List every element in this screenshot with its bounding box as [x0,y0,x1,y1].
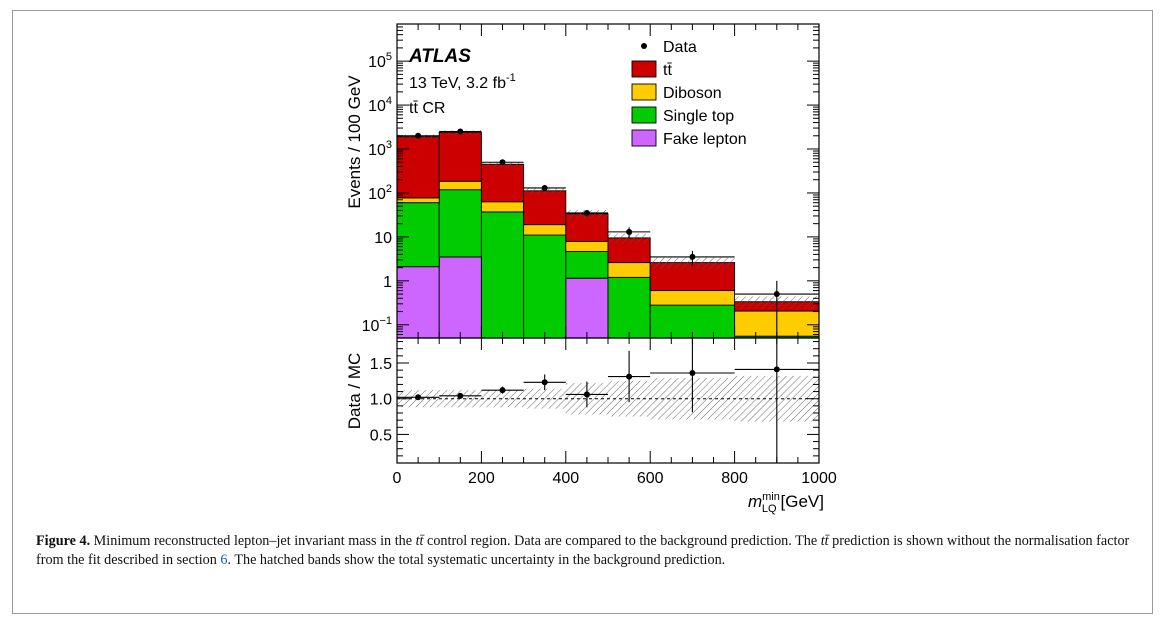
ratio-point [626,373,633,380]
ratio-axes: 0.5 1.0 1.5 0 200 400 600 800 1000 [370,337,837,487]
ratio-y-tick-label: 1.5 [370,356,392,373]
stack-bar [607,276,651,339]
stack-bar [565,251,609,279]
y-tick-label: 1 [383,274,392,291]
x-tick-label: 800 [721,470,748,487]
data-point [541,184,548,191]
ratio-point [415,394,422,401]
data-point [626,228,633,235]
y-tick-label: 105 [368,51,392,71]
ratio-syst-band-bin [481,390,524,408]
stack-bar [649,290,736,306]
figure-caption: Figure 4. Minimum reconstructed lepton–j… [36,532,1136,570]
stack-bar [438,189,482,258]
stack-bar [396,136,440,199]
legend-label: Fake lepton [663,131,747,148]
figure-frame [12,10,1153,614]
caption-label: Figure 4. [36,533,91,549]
legend-swatch [631,60,657,78]
stack-bar [396,266,440,339]
ratio-ylabel: Data / MC [345,353,364,430]
stack-bar [438,256,482,339]
stack-bar [396,197,440,204]
stack-bar [480,201,525,213]
legend-data-marker [641,43,647,49]
ratio-y-tick-label: 1.0 [370,392,392,409]
caption-math-2: tt̄ [820,533,829,549]
stack-bar [396,202,440,268]
legend-swatch [631,83,657,101]
x-tick-label: 200 [468,470,495,487]
atlas-label: ATLAS [408,46,471,67]
ratio-points [397,338,819,463]
ratio-point [689,370,696,376]
data-point [415,132,422,139]
energy-lumi-label: 13 TeV, 3.2 fb-1 [409,72,516,92]
caption-text-2: control region. Data are compared to the… [423,533,821,549]
y-tick-label: 103 [368,139,392,159]
legend-swatch [631,129,657,147]
ratio-y-tick-label: 0.5 [370,427,392,444]
ratio-point [583,391,590,398]
x-tick-label: 1000 [801,470,837,487]
ratio-point [773,366,780,373]
stack-bar [438,180,482,191]
ratio-point [457,392,464,399]
legend-label: Single top [663,108,734,125]
main-syst-band-bin [523,188,566,194]
ratio-point [541,379,548,386]
data-point [689,253,696,260]
stack-bar [565,241,609,252]
legend-label: Diboson [663,85,722,102]
stack-bar [438,131,482,182]
y-tick-label: 104 [368,95,392,115]
y-tick-label: 102 [368,183,392,203]
main-data-points [397,128,819,338]
y-tick-label: 10−1 [362,315,392,335]
x-tick-label: 400 [552,470,579,487]
section-link[interactable]: 6 [220,552,228,568]
ratio-point [499,387,506,394]
x-tick-label: 0 [393,470,402,487]
main-ylabel: Events / 100 GeV [345,75,364,209]
stack-bar [523,190,567,226]
main-y-ticks: 10−1 1 10 102 103 104 105 [362,23,820,339]
ratio-syst-band-bin [523,388,566,409]
caption-text-1: Minimum reconstructed lepton–jet invaria… [90,533,416,549]
data-point [583,209,590,216]
x-axis-label: mmin LQ [GeV] [748,491,824,515]
atlas-figure: 10−1 1 10 102 103 104 105 Events / 100 GeV ATL… [345,23,837,515]
region-label: tt̄ CR [409,100,445,117]
stack-bar [565,277,609,339]
main-syst-band-bin [608,233,651,244]
data-point [457,128,464,135]
stack-bar [480,211,525,339]
x-tick-label: 600 [637,470,664,487]
data-point [499,159,506,166]
legend-swatch [631,106,657,124]
legend-label: tt̄ [663,62,672,79]
caption-math-1: tt̄ [415,533,424,549]
stack-bar [480,163,525,203]
legend-label: Data [663,39,697,56]
legend: Data tt̄ Diboson Single top Fake lepton [631,39,747,148]
data-point [773,291,780,298]
caption-text-4: . The hatched bands show the total syste… [227,552,726,568]
stack-bar [523,224,567,236]
stack-bar [607,262,651,278]
caption-text-3: prediction is shown without the normalis… [36,533,1130,568]
stack-bar [523,234,567,339]
y-tick-label: 10 [374,230,392,247]
